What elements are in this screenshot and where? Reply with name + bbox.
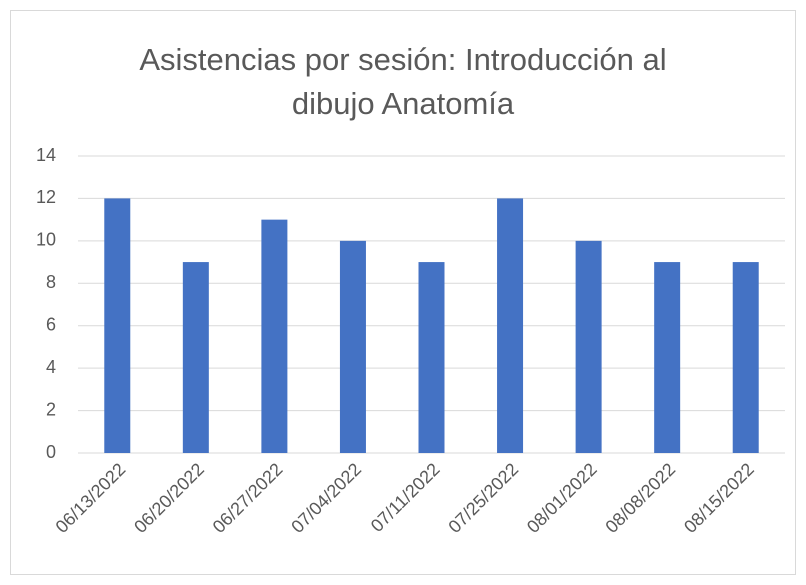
chart-title: Asistencias por sesión: Introducción al … (139, 42, 667, 121)
bar (182, 262, 209, 453)
bar (654, 262, 681, 453)
y-tick-label: 6 (46, 314, 56, 334)
y-tick-label: 0 (46, 442, 56, 462)
bar (732, 262, 759, 453)
y-tick-label: 4 (46, 357, 56, 377)
y-tick-label: 14 (36, 145, 56, 165)
y-tick-label: 12 (36, 187, 56, 207)
bar (418, 262, 445, 453)
bar (261, 219, 288, 453)
bar (104, 198, 131, 453)
y-tick-label: 8 (46, 272, 56, 292)
bar (575, 240, 602, 453)
y-tick-label: 2 (46, 399, 56, 419)
y-tick-label: 10 (36, 230, 56, 250)
bar (339, 240, 366, 453)
bar (497, 198, 524, 453)
